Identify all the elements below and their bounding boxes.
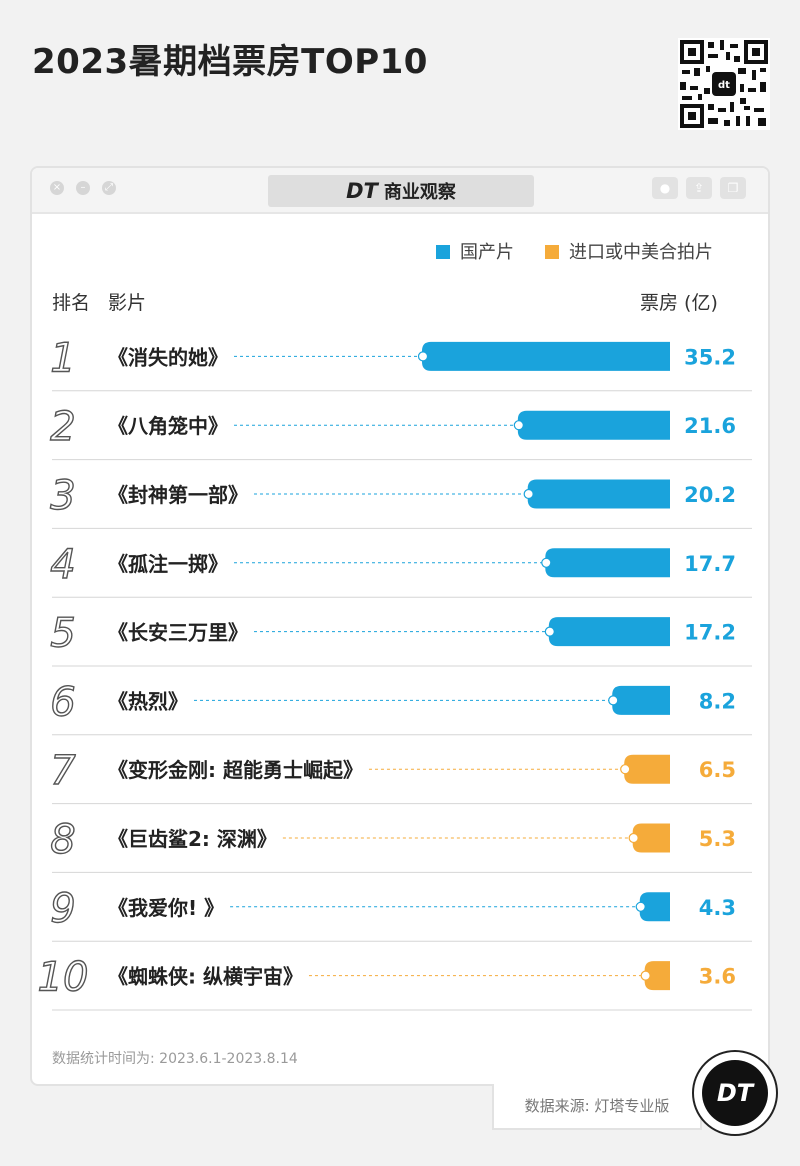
- value-label-9: 4.3: [699, 896, 736, 920]
- bar-hole-2: [513, 420, 524, 431]
- legend-item-domestic: 国产片: [436, 238, 514, 264]
- bar-3: [527, 479, 670, 509]
- bar-hole-1: [417, 351, 429, 362]
- film-title-3: 《封神第一部》: [108, 483, 248, 507]
- film-title-6: 《热烈》: [108, 689, 188, 713]
- bar-4: [545, 548, 670, 578]
- value-label-3: 20.2: [684, 483, 736, 507]
- brand-mark: DT: [346, 179, 378, 203]
- value-label-4: 17.7: [684, 552, 736, 576]
- film-title-7: 《变形金刚: 超能勇士崛起》: [108, 758, 363, 782]
- film-title-8: 《巨齿鲨2: 深渊》: [108, 827, 277, 851]
- value-label-2: 21.6: [684, 414, 736, 438]
- rank-number-4: 4: [50, 542, 75, 588]
- value-label-8: 5.3: [699, 827, 736, 851]
- rank-number-7: 7: [50, 748, 76, 794]
- rank-number-8: 8: [50, 817, 75, 863]
- legend-label-imported: 进口或中美合拍片: [569, 242, 713, 263]
- header-film: 影片: [108, 292, 147, 314]
- film-title-10: 《蜘蛛侠: 纵横宇宙》: [108, 965, 303, 989]
- bar-6: [612, 685, 670, 715]
- rank-number-5: 5: [50, 611, 75, 657]
- film-title-2: 《八角笼中》: [108, 414, 228, 438]
- rank-number-3: 3: [50, 473, 75, 519]
- film-title-9: 《我爱你! 》: [108, 896, 224, 920]
- film-title-4: 《孤注一掷》: [108, 552, 228, 576]
- value-label-6: 8.2: [699, 689, 736, 713]
- bar-hole-7: [620, 764, 631, 775]
- legend-swatch-imported: [545, 245, 559, 259]
- legend-swatch-domestic: [436, 245, 450, 259]
- value-label-1: 35.2: [684, 345, 736, 369]
- copy-icon[interactable]: ❐: [720, 177, 746, 199]
- legend-label-domestic: 国产片: [460, 242, 514, 263]
- bar-hole-3: [523, 488, 534, 500]
- value-label-5: 17.2: [684, 621, 736, 645]
- page-title: 2023暑期档票房TOP10: [32, 42, 428, 82]
- footnote: 数据统计时间为: 2023.6.1-2023.8.14: [52, 1051, 298, 1067]
- bar-hole-4: [541, 557, 552, 568]
- qr-code[interactable]: dt: [678, 38, 770, 130]
- film-title-5: 《长安三万里》: [108, 621, 248, 645]
- rank-number-10: 10: [38, 955, 89, 1001]
- window-titlebar: × – ⤢ DT 商业观察 ● ⇪ ❐: [32, 168, 768, 214]
- bar-hole-5: [544, 626, 555, 637]
- bar-1: [422, 341, 670, 371]
- maximize-icon[interactable]: ⤢: [102, 181, 116, 195]
- bar-9: [639, 892, 670, 922]
- bar-2: [517, 410, 670, 440]
- brand-name: 商业观察: [383, 182, 456, 203]
- value-label-7: 6.5: [699, 758, 736, 782]
- bar-10: [644, 961, 670, 991]
- rank-number-9: 9: [50, 886, 75, 932]
- share-icon[interactable]: ⇪: [686, 177, 712, 199]
- dt-badge[interactable]: DT: [692, 1050, 778, 1136]
- close-icon[interactable]: ×: [50, 181, 64, 195]
- legend-item-imported: 进口或中美合拍片: [545, 238, 713, 264]
- bar-7: [624, 754, 670, 784]
- brand-tab: DT 商业观察: [268, 175, 534, 207]
- bar-hole-8: [628, 832, 639, 844]
- dt-badge-logo: DT: [702, 1060, 768, 1126]
- bar-hole-10: [640, 970, 651, 981]
- svg-text:dt: dt: [718, 80, 730, 91]
- value-label-10: 3.6: [699, 965, 736, 989]
- header-rank: 排名: [52, 292, 91, 314]
- source-tab: 数据来源: 灯塔专业版: [492, 1084, 702, 1130]
- bar-hole-6: [608, 695, 619, 706]
- bar-hole-9: [635, 901, 646, 912]
- bar-8: [632, 823, 670, 853]
- rank-number-6: 6: [50, 679, 75, 725]
- rank-number-2: 2: [50, 404, 75, 450]
- minimize-icon[interactable]: –: [76, 181, 90, 195]
- film-title-1: 《消失的她》: [108, 345, 228, 369]
- record-icon[interactable]: ●: [652, 177, 678, 199]
- header-box-office: 票房 (亿): [640, 292, 718, 314]
- rank-number-1: 1: [50, 335, 75, 381]
- bar-5: [548, 617, 670, 647]
